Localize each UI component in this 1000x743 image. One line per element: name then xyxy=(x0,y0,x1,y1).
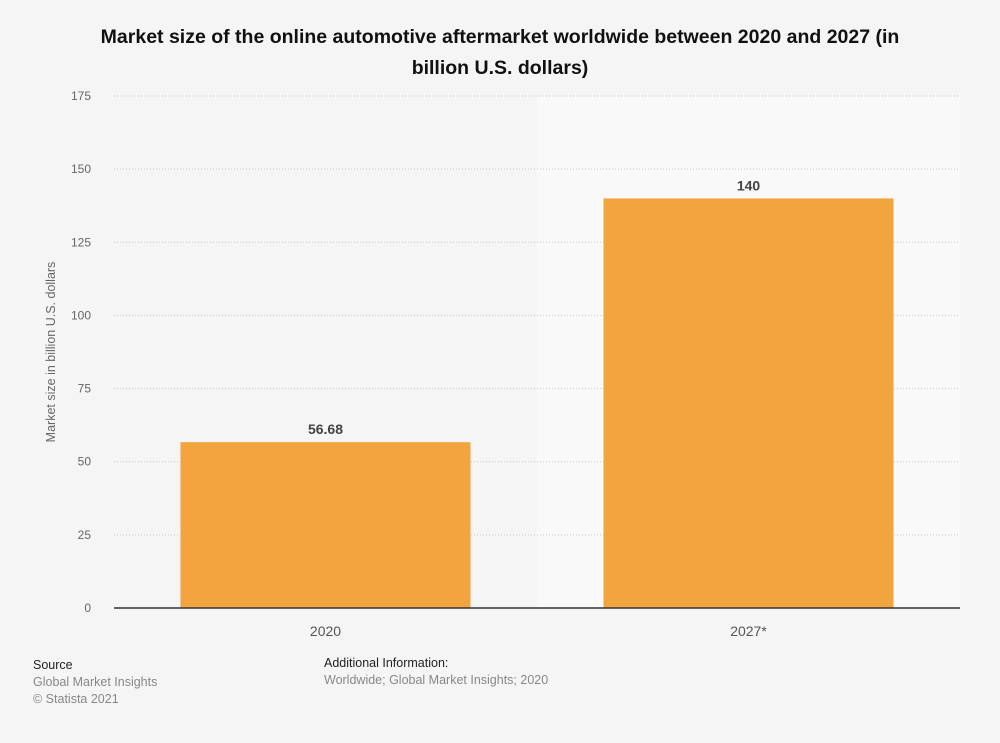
additional-info-text: Worldwide; Global Market Insights; 2020 xyxy=(324,673,549,687)
y-tick-label: 75 xyxy=(78,382,92,396)
bar-2027* xyxy=(603,198,894,608)
chart-title: Market size of the online automotive aft… xyxy=(100,26,900,79)
data-label: 140 xyxy=(737,177,761,193)
y-tick-label: 150 xyxy=(71,162,91,176)
x-tick-label: 2027* xyxy=(730,623,767,639)
copyright: © Statista 2021 xyxy=(33,692,119,706)
x-tick-label: 2020 xyxy=(310,623,341,639)
source-heading: Source xyxy=(33,658,73,672)
y-tick-label: 50 xyxy=(78,455,92,469)
bar-chart: 0 25 50 75 100 125 150 175 56.68 2020 140 2027* Mark… xyxy=(44,89,960,639)
bar-2020 xyxy=(180,442,471,608)
additional-info-heading: Additional Information: xyxy=(324,656,449,670)
y-tick-label: 175 xyxy=(71,89,91,103)
y-tick-label: 125 xyxy=(71,235,91,249)
source-name[interactable]: Global Market Insights xyxy=(33,675,158,689)
additional-info-block: Additional Information: Worldwide; Globa… xyxy=(324,655,548,689)
y-axis-label: Market size in billion U.S. dollars xyxy=(44,262,58,443)
source-block: Source Global Market Insights © Statista… xyxy=(33,657,157,708)
y-tick-label: 0 xyxy=(84,601,91,615)
y-tick-label: 25 xyxy=(78,528,92,542)
data-label: 56.68 xyxy=(308,421,343,437)
y-tick-label: 100 xyxy=(71,308,91,322)
